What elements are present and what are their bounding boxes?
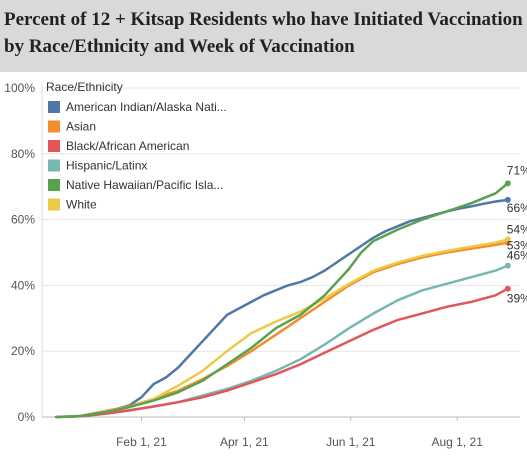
legend-swatch[interactable] [48, 179, 60, 191]
y-tick-label: 0% [18, 410, 36, 424]
series-end-point[interactable] [504, 285, 511, 292]
legend-swatch[interactable] [48, 120, 60, 133]
x-tick-label: Apr 1, 21 [220, 435, 269, 449]
legend-item-label[interactable]: Hispanic/Latinx [66, 159, 147, 173]
legend-item-label[interactable]: Black/African American [66, 139, 189, 153]
x-tick-label: Jun 1, 21 [326, 435, 376, 449]
axes: 0% 20% 40% 60% 80% 100% Feb 1, 21 Apr 1, 21 Jun … [4, 81, 483, 449]
y-tick-label: 80% [11, 147, 35, 161]
series-lines [54, 180, 511, 419]
legend-swatch[interactable] [48, 140, 60, 152]
series-line[interactable] [54, 287, 510, 419]
legend-swatch[interactable] [48, 101, 60, 113]
series-end-label: 46% [507, 249, 527, 263]
series-end-point[interactable] [504, 236, 511, 243]
end-labels: 66% 53% 39% 46% 71% 54% [507, 163, 527, 305]
legend-swatch[interactable] [48, 198, 60, 211]
series-end-label: 53% [507, 239, 527, 253]
legend-item-label[interactable]: American Indian/Alaska Nati... [66, 100, 227, 114]
chart-title-line-1: Percent of 12 + Kitsap Residents who hav… [4, 9, 523, 30]
series-end-point[interactable] [504, 180, 511, 187]
x-tick-label: Feb 1, 21 [116, 435, 167, 449]
series-end-label: 66% [507, 201, 527, 215]
gridlines [42, 87, 520, 418]
chart-title-line-2: by Race/Ethnicity and Week of Vaccinatio… [4, 36, 355, 57]
series-line[interactable] [54, 241, 510, 419]
legend-item-label[interactable]: White [66, 198, 97, 212]
legend[interactable]: Race/Ethnicity American Indian/Alaska Nat… [46, 80, 227, 212]
legend-swatch[interactable] [48, 159, 60, 172]
y-tick-label: 60% [11, 213, 35, 227]
x-tick-label: Aug 1, 21 [432, 435, 484, 449]
series-end-label: 71% [507, 163, 527, 177]
legend-item-label[interactable]: Asian [66, 120, 96, 134]
series-end-point[interactable] [504, 196, 511, 203]
vaccination-line-chart: 0% 20% 40% 60% 80% 100% Feb 1, 21 Apr 1, 21 Jun … [4, 80, 527, 449]
series-line[interactable] [54, 238, 510, 419]
legend-title: Race/Ethnicity [46, 80, 123, 94]
chart-title: Percent of 12 + Kitsap Residents who hav… [0, 0, 527, 72]
series-line[interactable] [54, 182, 510, 419]
y-tick-label: 100% [4, 81, 35, 95]
y-tick-label: 40% [11, 278, 35, 292]
y-tick-label: 20% [11, 344, 35, 358]
series-end-point[interactable] [504, 262, 511, 269]
series-end-label: 54% [507, 222, 527, 236]
legend-item-label[interactable]: Native Hawaiian/Pacific Isla... [66, 178, 223, 192]
series-end-label: 39% [507, 292, 527, 306]
